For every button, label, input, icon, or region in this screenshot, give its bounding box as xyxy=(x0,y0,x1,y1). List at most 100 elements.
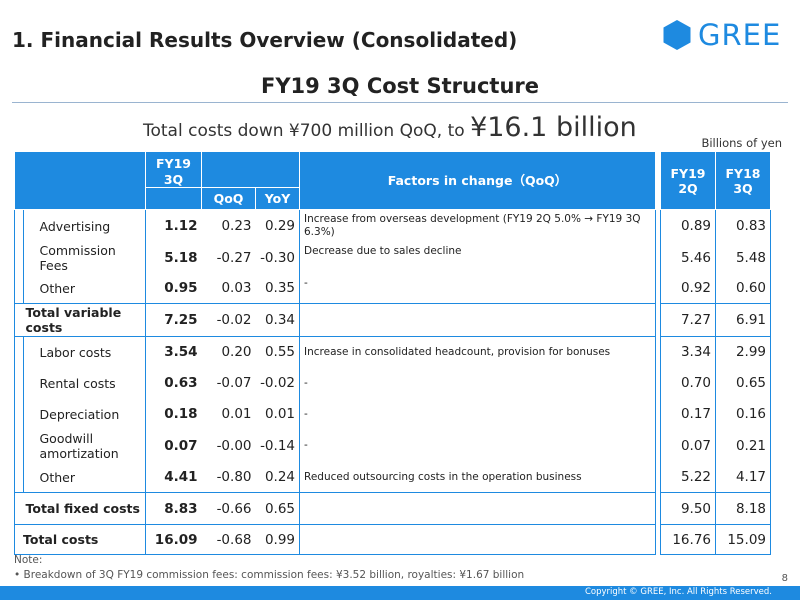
table-row: Goodwill amortization 0.07 -0.00 -0.14 -… xyxy=(14,429,771,463)
col-fy19-3q: FY19 3Q xyxy=(145,150,202,189)
cell-factor: - xyxy=(299,429,656,463)
table-row-subtotal: Total fixed costs 8.83 -0.66 0.65 9.50 8… xyxy=(14,492,771,526)
page-title: 1. Financial Results Overview (Consolida… xyxy=(12,28,518,52)
cell-fy19-2q: 5.46 xyxy=(660,241,716,274)
cell-fy19-2q: 7.27 xyxy=(660,303,716,338)
cell-yoy: 0.29 xyxy=(264,217,295,234)
gree-logo: GREE xyxy=(662,18,781,52)
cell-fy19-2q: 5.22 xyxy=(660,462,716,493)
cell-fy19-2q: 9.50 xyxy=(660,492,716,526)
table-row: Other 0.95 0.03 0.35 - 0.92 0.60 xyxy=(14,273,771,304)
col-fy19-3q-label: FY19 3Q xyxy=(156,156,191,187)
col-blank-header xyxy=(201,150,300,189)
subtitle-divider xyxy=(12,102,788,103)
cell-factor xyxy=(299,492,656,526)
section-subtitle: FY19 3Q Cost Structure xyxy=(260,74,540,98)
cell-qoq: -0.00 xyxy=(216,438,252,455)
cell-fy18-3q: 8.18 xyxy=(715,492,771,526)
hexagon-logo-icon xyxy=(663,20,691,50)
unit-label: Billions of yen xyxy=(701,136,782,150)
row-label: Labor costs xyxy=(39,345,112,360)
col-factors-label: Factors in change（QoQ） xyxy=(387,173,568,189)
headline: Total costs down ¥700 million QoQ, to ¥1… xyxy=(143,112,637,143)
cell-factor: - xyxy=(299,367,656,399)
cell-qoq: 0.20 xyxy=(221,344,252,361)
table-row-subtotal: Total variable costs 7.25 -0.02 0.34 7.2… xyxy=(14,303,771,338)
cell-factor xyxy=(299,303,656,338)
col-fy19-2q-label: FY19 2Q xyxy=(670,165,706,196)
cell-yoy: 0.35 xyxy=(264,280,295,297)
cell-qoq: -0.02 xyxy=(201,303,256,338)
copyright: Copyright © GREE, Inc. All Rights Reserv… xyxy=(584,587,772,597)
cell-fy19-3q: 3.54 xyxy=(145,336,202,368)
cell-yoy: -0.02 xyxy=(260,375,295,392)
cell-yoy: 0.34 xyxy=(255,303,300,338)
table-row-total: Total costs 16.09 -0.68 0.99 16.76 15.09 xyxy=(14,524,771,556)
cell-yoy: 0.55 xyxy=(264,344,295,361)
cell-fy19-3q: 1.12 xyxy=(145,209,202,242)
cell-fy18-3q: 5.48 xyxy=(715,241,771,274)
cell-fy19-2q: 0.17 xyxy=(660,398,716,430)
cell-qoq: -0.66 xyxy=(201,492,256,526)
cell-yoy: -0.14 xyxy=(260,438,295,455)
col-fy19-2q: FY19 2Q xyxy=(660,150,716,211)
cell-fy19-3q: 0.07 xyxy=(145,429,202,463)
cell-fy19-3q: 7.25 xyxy=(145,303,202,338)
row-label: Total variable costs xyxy=(23,303,146,338)
cell-fy19-3q: 4.41 xyxy=(145,462,202,493)
row-label: Depreciation xyxy=(39,406,120,422)
cell-fy19-3q: 16.09 xyxy=(145,524,202,556)
col-qoq: QoQ xyxy=(201,187,256,211)
cell-fy18-3q: 0.60 xyxy=(715,273,771,304)
cell-fy19-3q: 0.95 xyxy=(145,273,202,304)
col-factors: Factors in change（QoQ） xyxy=(299,150,656,211)
cell-fy18-3q: 0.65 xyxy=(715,367,771,399)
cell-factor: Increase from overseas development (FY19… xyxy=(299,209,656,242)
cell-factor: Reduced outsourcing costs in the operati… xyxy=(299,462,656,493)
table-row: Labor costs 3.54 0.20 0.55 Increase in c… xyxy=(14,336,771,368)
cell-qoq: -0.27 xyxy=(216,249,252,266)
footnote: Note: • Breakdown of 3Q FY19 commission … xyxy=(14,553,524,582)
col-fy18-3q-label: FY18 3Q xyxy=(725,165,761,196)
table-row: Depreciation 0.18 0.01 0.01 - 0.17 0.16 xyxy=(14,398,771,430)
cell-qoq: 0.03 xyxy=(221,280,252,297)
table-row: Rental costs 0.63 -0.07 -0.02 - 0.70 0.6… xyxy=(14,367,771,399)
note-title: Note: xyxy=(14,554,43,566)
row-label: Commission Fees xyxy=(39,242,116,273)
row-label: Other xyxy=(39,470,76,485)
col-fy19-3q-sub xyxy=(145,187,202,211)
headline-highlight: ¥16.1 billion xyxy=(470,112,637,143)
row-label: Total costs xyxy=(14,524,146,556)
table-row: Advertising 1.12 0.23 0.29 Increase from… xyxy=(14,209,771,242)
cell-qoq: 0.01 xyxy=(221,406,252,423)
cell-fy18-3q: 15.09 xyxy=(715,524,771,556)
table-row: Other 4.41 -0.80 0.24 Reduced outsourcin… xyxy=(14,462,771,493)
cell-yoy: 0.24 xyxy=(264,469,295,486)
cell-qoq: 0.23 xyxy=(221,217,252,234)
cell-factor xyxy=(299,524,656,556)
cell-fy19-3q: 0.18 xyxy=(145,398,202,430)
cell-fy18-3q: 0.83 xyxy=(715,209,771,242)
cell-yoy: 0.01 xyxy=(264,406,295,423)
cell-fy19-2q: 0.92 xyxy=(660,273,716,304)
cell-fy19-2q: 0.70 xyxy=(660,367,716,399)
cell-fy19-3q: 8.83 xyxy=(145,492,202,526)
page-number: 8 xyxy=(781,573,788,584)
row-label: Advertising xyxy=(39,218,111,234)
headline-prefix: Total costs down ¥700 million QoQ, to xyxy=(143,121,471,141)
cell-fy19-2q: 3.34 xyxy=(660,336,716,368)
col-yoy: YoY xyxy=(255,187,300,211)
cell-fy18-3q: 0.16 xyxy=(715,398,771,430)
corner-header xyxy=(14,150,146,211)
cell-yoy: -0.30 xyxy=(260,249,295,266)
table-row: Commission Fees 5.18 -0.27 -0.30 Decreas… xyxy=(14,241,771,274)
row-label: Other xyxy=(39,281,76,296)
row-label: Rental costs xyxy=(39,375,116,391)
cell-fy18-3q: 0.21 xyxy=(715,429,771,463)
row-label: Goodwill amortization xyxy=(39,431,119,462)
cell-factor: - xyxy=(299,273,656,304)
cell-fy19-2q: 0.07 xyxy=(660,429,716,463)
cell-yoy: 0.65 xyxy=(255,492,300,526)
cost-structure-table: FY19 3Q Factors in change（QoQ） FY19 2Q F… xyxy=(14,150,771,556)
cell-qoq: -0.68 xyxy=(201,524,256,556)
